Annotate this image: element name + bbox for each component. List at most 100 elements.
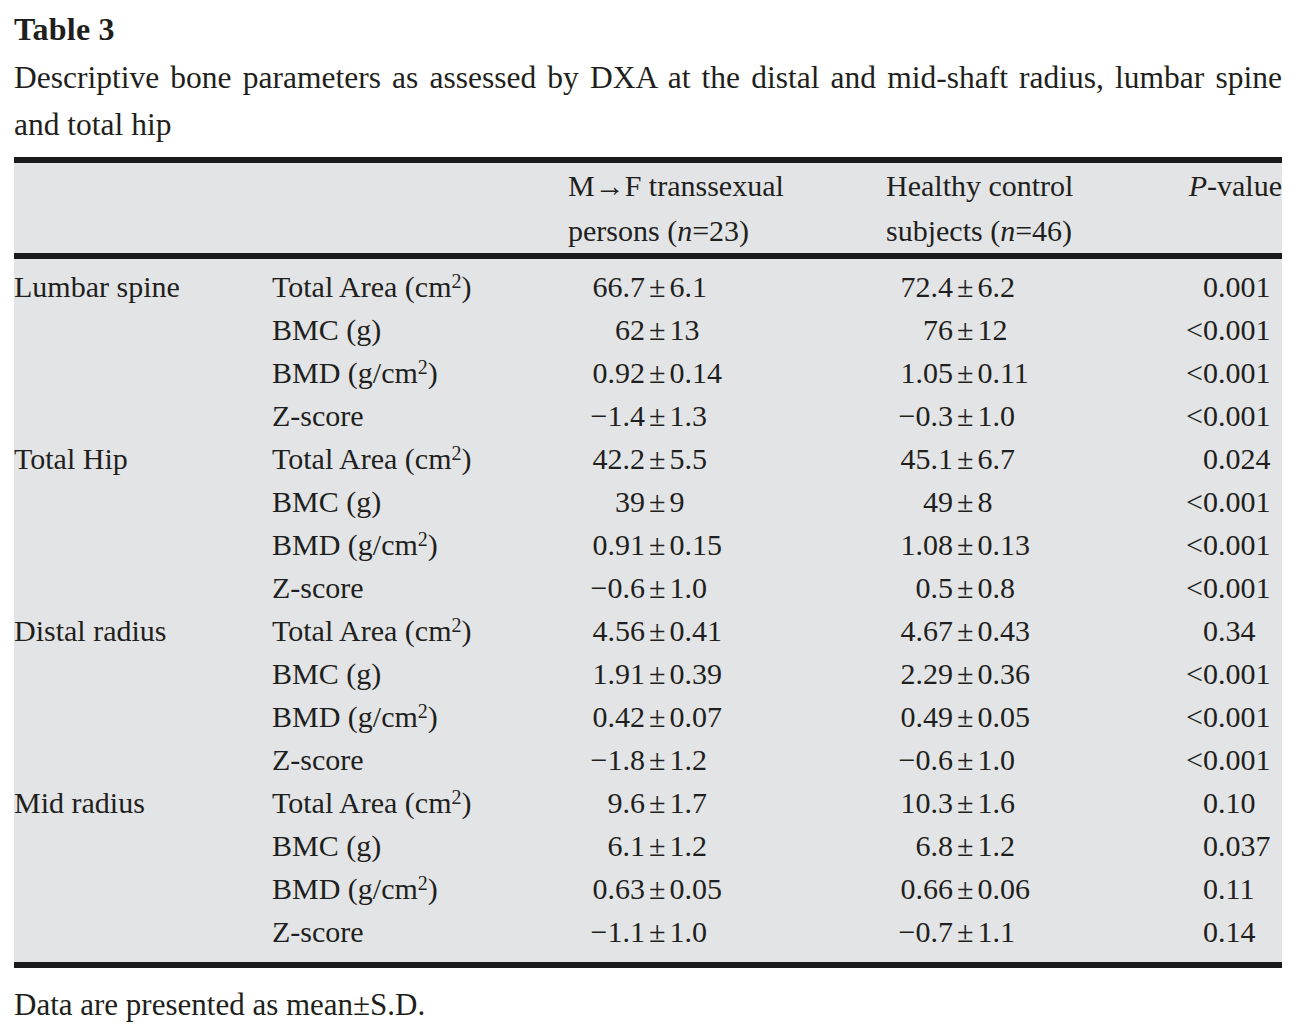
p-fraction-part: .001 (1218, 270, 1271, 303)
sd-value: 0.11 (977, 356, 1028, 389)
sd-value: 1.2 (669, 743, 707, 776)
table-row: Distal radiusTotal Area (cm2)4.56±0.414.… (14, 609, 1282, 652)
table-caption-description: Descriptive bone parameters as assessed … (14, 54, 1282, 148)
sd-value: 0.15 (669, 528, 722, 561)
sd-value: 1.3 (669, 399, 707, 432)
p-integer-part: 0 (1170, 265, 1218, 308)
parameter-cell: BMC (g) (272, 480, 568, 523)
mean-value: 1.91 (568, 652, 645, 695)
region-cell (14, 910, 272, 965)
table-row: BMC (g)62±1376±12<0.001 (14, 308, 1282, 351)
mean-value: −1.8 (568, 738, 645, 781)
mean-value: −0.6 (568, 566, 645, 609)
plus-minus-sign: ± (953, 915, 977, 948)
table-row: BMD (g/cm2)0.42±0.070.49±0.05<0.001 (14, 695, 1282, 738)
p-integer-part: 0 (1170, 910, 1218, 953)
plus-minus-sign: ± (645, 614, 669, 647)
table-row: BMD (g/cm2)0.92±0.141.05±0.11<0.001 (14, 351, 1282, 394)
p-value-cell: <0.001 (1170, 480, 1282, 523)
region-cell: Lumbar spine (14, 256, 272, 308)
p-fraction-part: .001 (1218, 356, 1271, 389)
p-integer-part: <0 (1170, 652, 1218, 695)
sd-value: 12 (977, 313, 1007, 346)
mean-value: 9.6 (568, 781, 645, 824)
p-value-cell: <0.001 (1170, 351, 1282, 394)
table-row: BMC (g)6.1±1.26.8±1.20.037 (14, 824, 1282, 867)
plus-minus-sign: ± (953, 356, 977, 389)
region-cell (14, 308, 272, 351)
table-row: Lumbar spineTotal Area (cm2)66.7±6.172.4… (14, 256, 1282, 308)
plus-minus-sign: ± (953, 614, 977, 647)
p-value-cell: 0.10 (1170, 781, 1282, 824)
region-cell (14, 652, 272, 695)
plus-minus-sign: ± (645, 399, 669, 432)
plus-minus-sign: ± (645, 786, 669, 819)
p-integer-part: 0 (1170, 781, 1218, 824)
plus-minus-sign: ± (953, 700, 977, 733)
sd-value: 0.13 (977, 528, 1030, 561)
plus-minus-sign: ± (953, 270, 977, 303)
p-fraction-part: .001 (1218, 313, 1271, 346)
p-integer-part: 0 (1170, 824, 1218, 867)
plus-minus-sign: ± (645, 313, 669, 346)
plus-minus-sign: ± (645, 700, 669, 733)
p-fraction-part: .14 (1218, 915, 1256, 948)
p-integer-part: 0 (1170, 867, 1218, 910)
p-value-cell: 0.001 (1170, 256, 1282, 308)
mean-value: 39 (568, 480, 645, 523)
sd-value: 1.0 (977, 743, 1015, 776)
table-row: Z-score−1.8±1.2−0.6±1.0<0.001 (14, 738, 1282, 781)
sd-value: 1.1 (977, 915, 1015, 948)
mean-value: −1.1 (568, 910, 645, 953)
table-row: BMD (g/cm2)0.91±0.151.08±0.13<0.001 (14, 523, 1282, 566)
control-value-cell: 49±8 (886, 480, 1170, 523)
p-value-cell: 0.037 (1170, 824, 1282, 867)
mean-value: 45.1 (886, 437, 953, 480)
sd-value: 0.43 (977, 614, 1030, 647)
control-value-cell: 0.49±0.05 (886, 695, 1170, 738)
table-row: BMD (g/cm2)0.63±0.050.66±0.060.11 (14, 867, 1282, 910)
mean-value: 72.4 (886, 265, 953, 308)
plus-minus-sign: ± (953, 743, 977, 776)
sd-value: 1.6 (977, 786, 1015, 819)
plus-minus-sign: ± (645, 485, 669, 518)
region-cell (14, 480, 272, 523)
sd-value: 0.07 (669, 700, 722, 733)
mean-value: 6.1 (568, 824, 645, 867)
sd-value: 1.0 (977, 399, 1015, 432)
region-cell (14, 523, 272, 566)
control-value-cell: 0.66±0.06 (886, 867, 1170, 910)
p-value-cell: <0.001 (1170, 394, 1282, 437)
parameter-cell: Total Area (cm2) (272, 781, 568, 824)
p-value-cell: 0.14 (1170, 910, 1282, 965)
sd-value: 0.41 (669, 614, 722, 647)
transsexual-value-cell: 62±13 (568, 308, 886, 351)
control-value-cell: 45.1±6.7 (886, 437, 1170, 480)
p-value-cell: <0.001 (1170, 523, 1282, 566)
table-footnote: Data are presented as mean±S.D. (14, 985, 1282, 1025)
transsexual-group-header: M→F transsexualpersons (n=23) (568, 160, 886, 256)
sd-value: 0.05 (669, 872, 722, 905)
parameter-cell: Total Area (cm2) (272, 437, 568, 480)
control-value-cell: 10.3±1.6 (886, 781, 1170, 824)
parameter-cell: BMD (g/cm2) (272, 351, 568, 394)
plus-minus-sign: ± (645, 528, 669, 561)
p-integer-part: 0 (1170, 609, 1218, 652)
sd-value: 6.1 (669, 270, 707, 303)
p-fraction-part: .001 (1218, 485, 1271, 518)
plus-minus-sign: ± (645, 829, 669, 862)
p-value-cell: 0.34 (1170, 609, 1282, 652)
table-row: Mid radiusTotal Area (cm2)9.6±1.710.3±1.… (14, 781, 1282, 824)
region-column-header (14, 160, 272, 256)
p-integer-part: <0 (1170, 351, 1218, 394)
parameter-cell: BMD (g/cm2) (272, 867, 568, 910)
transsexual-value-cell: −1.8±1.2 (568, 738, 886, 781)
plus-minus-sign: ± (645, 270, 669, 303)
mean-value: 49 (886, 480, 953, 523)
table-header-row: M→F transsexualpersons (n=23)Healthy con… (14, 160, 1282, 256)
control-value-cell: −0.3±1.0 (886, 394, 1170, 437)
sd-value: 8 (977, 485, 992, 518)
plus-minus-sign: ± (953, 399, 977, 432)
mean-value: 0.91 (568, 523, 645, 566)
plus-minus-sign: ± (645, 657, 669, 690)
